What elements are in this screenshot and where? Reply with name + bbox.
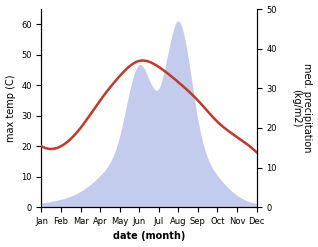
X-axis label: date (month): date (month) [113,231,185,242]
Y-axis label: med. precipitation
(kg/m2): med. precipitation (kg/m2) [291,63,313,153]
Y-axis label: max temp (C): max temp (C) [5,74,16,142]
